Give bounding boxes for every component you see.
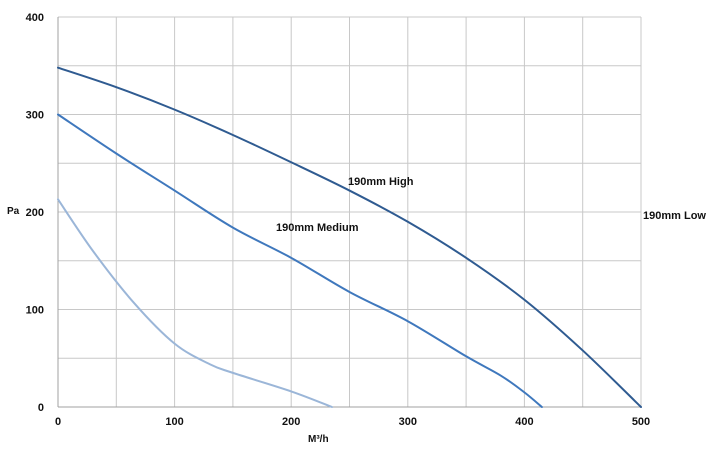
x-tick-label: 100 [165,416,183,428]
series-line-low [57,198,334,408]
x-tick-label: 400 [515,416,533,428]
y-tick-label: 100 [26,305,44,317]
x-tick-label: 500 [632,416,650,428]
series-line-high [57,66,642,408]
y-tick-label: 0 [38,402,44,414]
x-tick-label: 0 [55,416,61,428]
axes [57,17,641,408]
series-line-medium [57,113,543,408]
series-label-medium: 190mm Medium [276,222,359,234]
x-tick-label: 200 [282,416,300,428]
x-tick-label: 300 [399,416,417,428]
series-label-high: 190mm High [348,176,414,188]
tick-labels: 0 100 200 300 400 500 0 100 200 300 400 [26,12,651,428]
series-label-low: 190mm Low [643,210,706,222]
y-tick-label: 300 [26,110,44,122]
series-curves [57,66,642,408]
y-tick-label: 400 [26,12,44,24]
y-axis-label: Pa [7,206,20,217]
y-tick-label: 200 [26,207,44,219]
x-axis-label: M³/h [308,434,329,445]
grid-lines [58,16,642,407]
